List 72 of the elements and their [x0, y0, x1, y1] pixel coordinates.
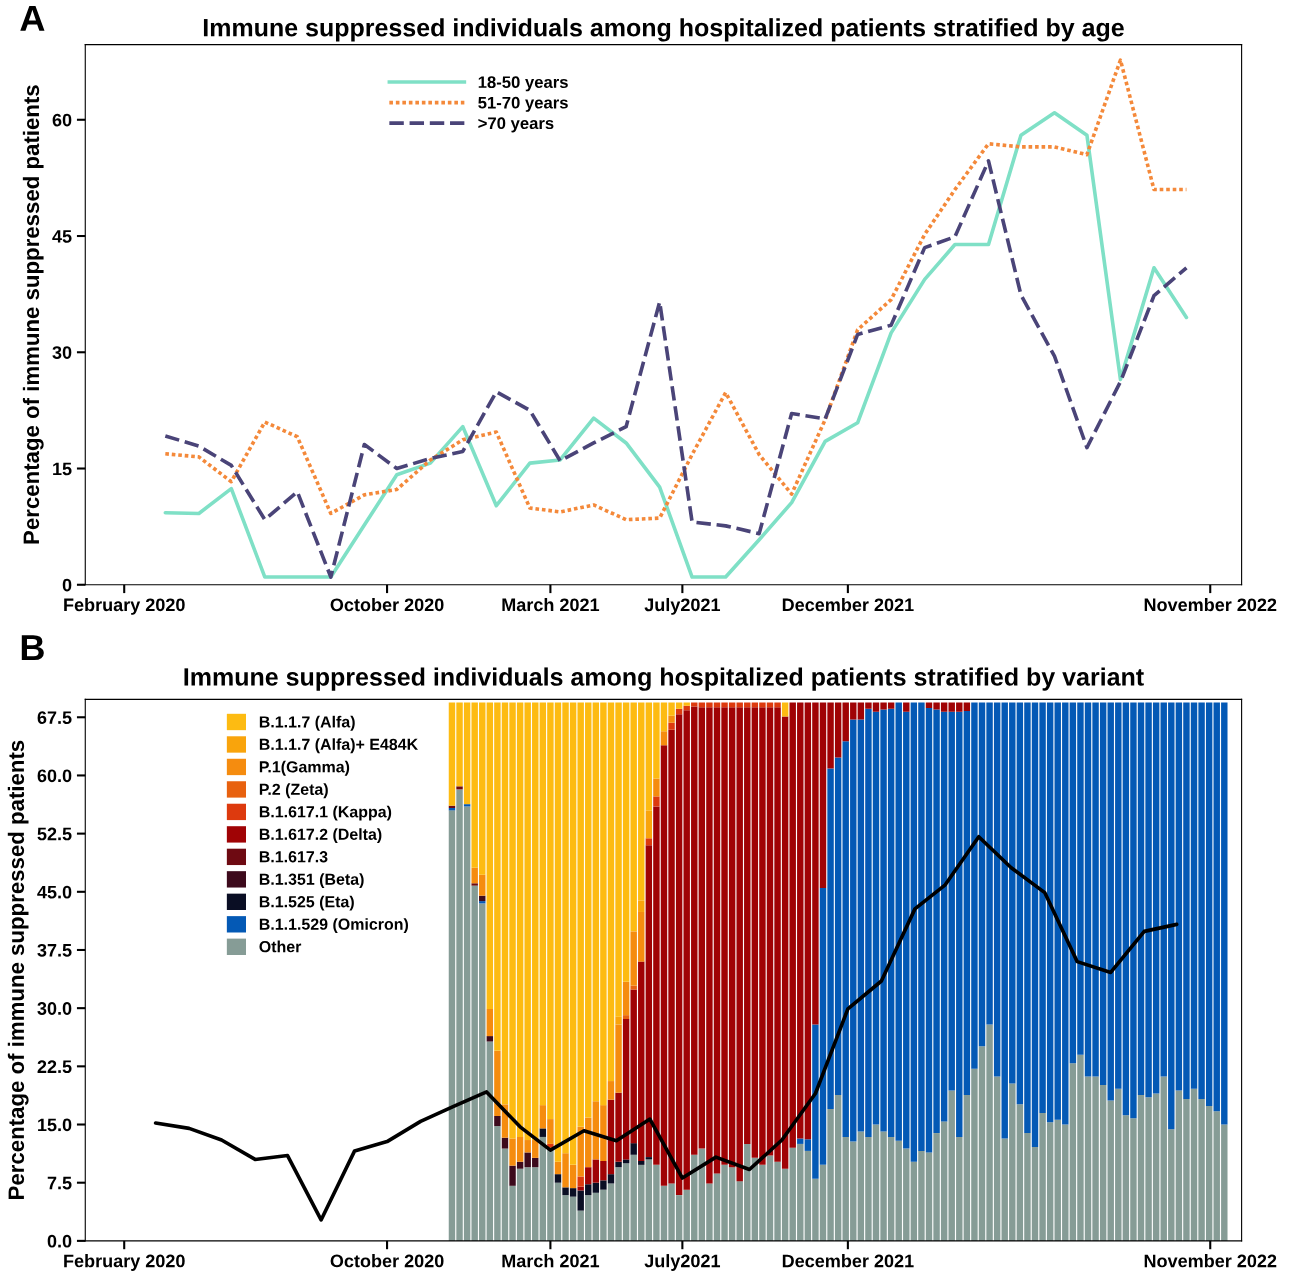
y-tick-label: 30: [52, 346, 72, 360]
y-tick-label: 37.5: [37, 943, 72, 957]
y-tick-label: 15: [53, 462, 72, 476]
x-tick-label: July2021: [644, 597, 721, 615]
bar: [486, 1008, 494, 1037]
bar: [471, 883, 478, 886]
bar: [645, 810, 653, 839]
legend-label: B.1.1.529 (Omicron): [259, 918, 409, 934]
bar: [660, 731, 668, 746]
bar: [501, 1137, 509, 1149]
bar: [494, 1115, 501, 1127]
x-tick-label: December 2021: [782, 597, 914, 612]
bar: [486, 1036, 494, 1042]
legend-label: B.1.1.7 (Alfa): [259, 715, 355, 731]
y-tick-label: 15.0: [38, 1118, 72, 1132]
y-axis-title: Percentage of immune suppressed patients: [7, 740, 29, 1199]
y-tick-label: 22.5: [37, 1060, 72, 1074]
bar: [630, 1143, 637, 1155]
legend-label: P.2 (Zeta): [259, 783, 328, 799]
bar: [903, 702, 910, 712]
y-tick-label: 45.0: [37, 885, 72, 899]
x-tick-label: February 2020: [64, 597, 185, 615]
bar: [668, 722, 675, 730]
x-tick-label: December 2021: [782, 1254, 914, 1268]
x-tick-label: November 2022: [1144, 597, 1277, 612]
y-tick-label: 52.5: [37, 827, 72, 841]
bar: [585, 1167, 592, 1185]
bar: [456, 786, 463, 790]
y-axis-title: Percentage of immune suppressed patients: [22, 85, 44, 544]
legend-label: Other: [259, 940, 302, 953]
bar: [653, 778, 660, 797]
chart-title: Immune suppressed individuals among hospitalized patients stratified by variant: [184, 667, 1144, 691]
y-tick-label: 45: [52, 230, 72, 243]
legend-label: B.1.617.1 (Kappa): [259, 805, 392, 821]
legend-label: B.1.617.3: [259, 851, 328, 863]
legend-label: B.1.617.2 (Delta): [259, 828, 382, 844]
y-tick-label: 0: [62, 578, 72, 592]
x-tick-label: November 2022: [1144, 1254, 1277, 1268]
y-tick-label: 0.0: [47, 1234, 72, 1248]
legend-label: B.1.1.7 (Alfa)+ E484K: [259, 738, 418, 754]
x-tick-label: July2021: [644, 1254, 721, 1271]
text: B: [21, 635, 44, 661]
legend-label: 51-70 years: [478, 96, 568, 112]
legend-label: P.1(Gamma): [259, 760, 350, 776]
bar: [645, 838, 653, 846]
bar: [653, 796, 660, 807]
bar: [638, 900, 645, 912]
bar: [638, 1160, 645, 1165]
x-tick-label: March 2021: [502, 1254, 600, 1268]
chart-title: Immune suppressed individuals among hospitalized patients stratified by age: [203, 18, 1124, 42]
bar: [668, 715, 675, 723]
bar: [630, 985, 637, 990]
y-tick-label: 60.0: [37, 769, 72, 783]
x-tick-label: February 2020: [64, 1254, 185, 1271]
bar: [554, 1174, 562, 1183]
text: A: [20, 5, 45, 31]
bar: [615, 1016, 622, 1025]
bar: [539, 1128, 547, 1137]
legend-label: B.1.525 (Eta): [259, 895, 354, 911]
legend-label: >70 years: [478, 117, 554, 133]
legend-label: 18-50 years: [478, 76, 568, 92]
legend-label: B.1.351 (Beta): [259, 873, 364, 889]
x-tick-label: March 2021: [502, 597, 600, 612]
bar: [622, 1015, 630, 1020]
x-tick-label: October 2020: [330, 1254, 444, 1268]
y-tick-label: 67.5: [37, 711, 72, 724]
y-tick-label: 30.0: [37, 1002, 72, 1015]
bar: [577, 1176, 584, 1187]
bar: [797, 1138, 804, 1144]
y-tick-label: 60: [52, 113, 72, 127]
x-tick-label: October 2020: [330, 597, 444, 612]
y-tick-label: 7.5: [47, 1176, 72, 1190]
